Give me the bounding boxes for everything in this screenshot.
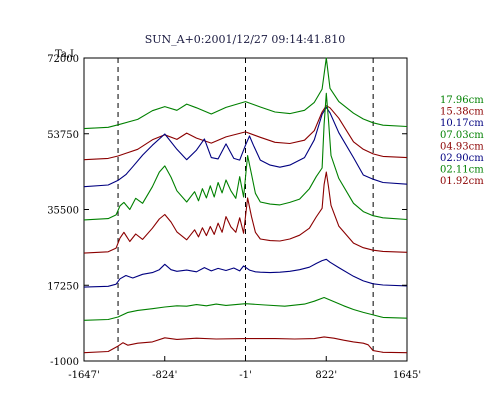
x-tick-label: 822' — [315, 370, 337, 381]
series-line-5 — [83, 258, 408, 288]
y-tick-label: 53750 — [47, 130, 79, 141]
x-tick-label: 1645' — [393, 370, 421, 381]
y-tick-label: -1000 — [50, 357, 79, 368]
series-line-6 — [83, 296, 408, 321]
series-line-3 — [83, 92, 408, 221]
series-line-4 — [83, 171, 408, 254]
series-line-7 — [83, 336, 408, 354]
x-tick-label: -1' — [239, 370, 252, 381]
legend-entry-7: 01.92cm — [440, 176, 484, 187]
y-tick-label: 17250 — [47, 281, 79, 292]
legend-entry-1: 15.38cm — [440, 107, 484, 118]
legend-entry-4: 04.93cm — [440, 141, 484, 152]
y-tick-label: 72000 — [47, 54, 79, 65]
legend-entry-5: 02.90cm — [440, 153, 484, 164]
legend-entry-3: 07.03cm — [440, 130, 484, 141]
legend-entry-6: 02.11cm — [440, 165, 484, 176]
x-tick-label: -824' — [152, 370, 177, 381]
y-tick-label: 35500 — [47, 206, 79, 217]
x-tick-label: -1647' — [68, 370, 100, 381]
dashed-markers — [117, 58, 374, 361]
legend: 17.96cm15.38cm10.17cm07.03cm04.93cm02.90… — [440, 95, 484, 187]
series-line-2 — [83, 106, 408, 188]
series-line-1 — [83, 105, 408, 161]
legend-entry-0: 17.96cm — [440, 95, 484, 106]
y-axis-label: Ta,I — [55, 49, 74, 60]
x-ticks: -1647' -824' -1' 822' 1645' — [68, 356, 421, 381]
y-ticks: 72000 53750 35500 17250 -1000 — [47, 54, 407, 368]
series-line-0 — [83, 57, 408, 130]
series-group — [83, 57, 408, 354]
legend-entry-2: 10.17cm — [440, 118, 484, 129]
chart-title: SUN_A+0:2001/12/27 09:14:41.810 — [145, 33, 346, 46]
